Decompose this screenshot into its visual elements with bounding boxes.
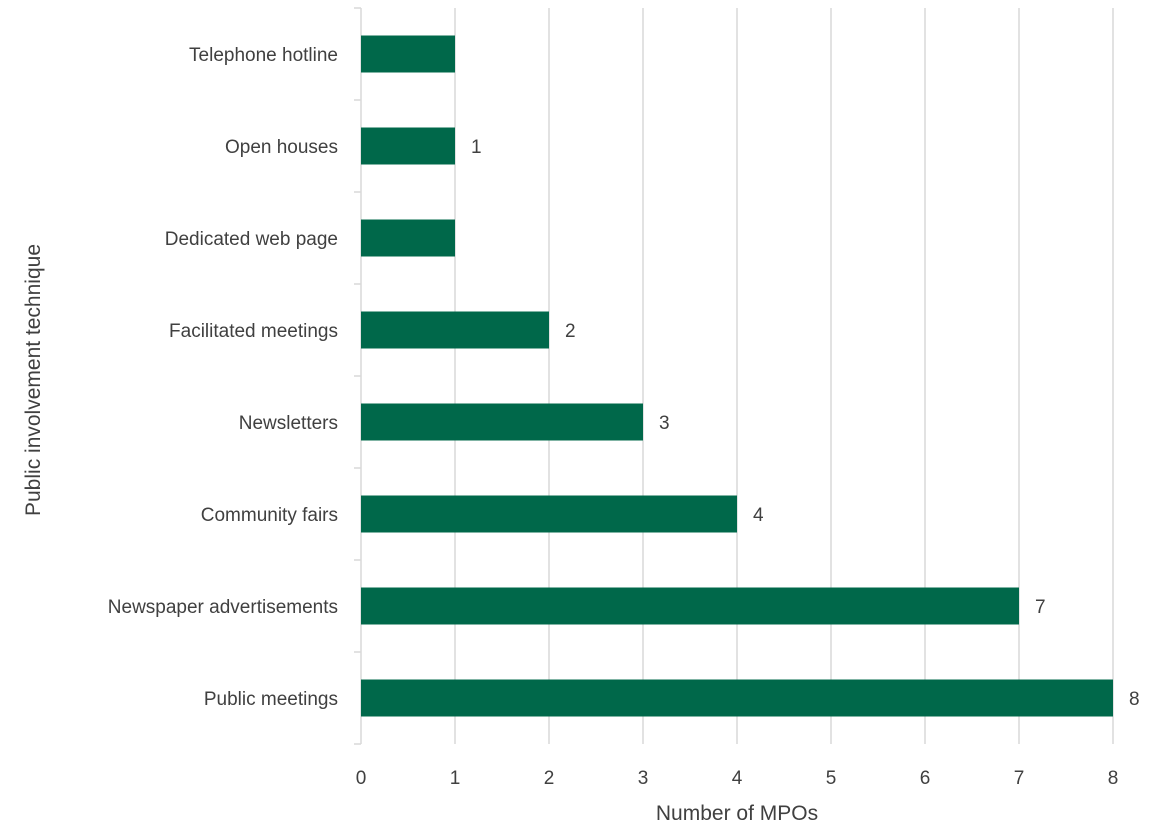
category-label: Dedicated web page — [165, 229, 338, 250]
x-tick-label: 5 — [826, 768, 837, 789]
bar — [361, 219, 455, 257]
category-label: Newspaper advertisements — [108, 597, 338, 618]
x-tick-label: 6 — [920, 768, 931, 789]
bar — [361, 587, 1019, 625]
x-tick-label: 0 — [356, 768, 367, 789]
x-tick-label: 3 — [638, 768, 649, 789]
data-label: 2 — [565, 321, 576, 342]
data-labels: 1 2 3 4 7 8 — [471, 137, 1140, 710]
x-axis-title: Number of MPOs — [656, 802, 818, 825]
x-tick-label: 1 — [450, 768, 461, 789]
x-tick-labels: 0 1 2 3 4 5 6 7 8 — [356, 768, 1119, 789]
bars — [361, 35, 1113, 717]
data-label: 7 — [1035, 597, 1046, 618]
category-label: Facilitated meetings — [169, 321, 338, 342]
category-label: Newsletters — [239, 413, 338, 434]
bar — [361, 403, 643, 441]
x-tick-label: 2 — [544, 768, 555, 789]
y-axis-title: Public involvement technique — [22, 244, 45, 516]
x-tick-label: 7 — [1014, 768, 1025, 789]
category-label: Telephone hotline — [189, 45, 338, 66]
category-labels: Telephone hotline Open houses Dedicated we… — [108, 45, 338, 710]
bar — [361, 495, 737, 533]
y-axis — [354, 7, 362, 745]
data-label: 8 — [1129, 689, 1140, 710]
bar — [361, 35, 455, 73]
category-label: Open houses — [225, 137, 338, 158]
x-tick-label: 4 — [732, 768, 743, 789]
category-label: Community fairs — [201, 505, 338, 526]
gridlines — [454, 8, 1114, 744]
data-label: 4 — [753, 505, 764, 526]
data-label: 1 — [471, 137, 482, 158]
bar — [361, 311, 549, 349]
bar — [361, 679, 1113, 717]
category-label: Public meetings — [204, 689, 338, 710]
data-label: 3 — [659, 413, 670, 434]
bar — [361, 127, 455, 165]
x-tick-label: 8 — [1108, 768, 1119, 789]
